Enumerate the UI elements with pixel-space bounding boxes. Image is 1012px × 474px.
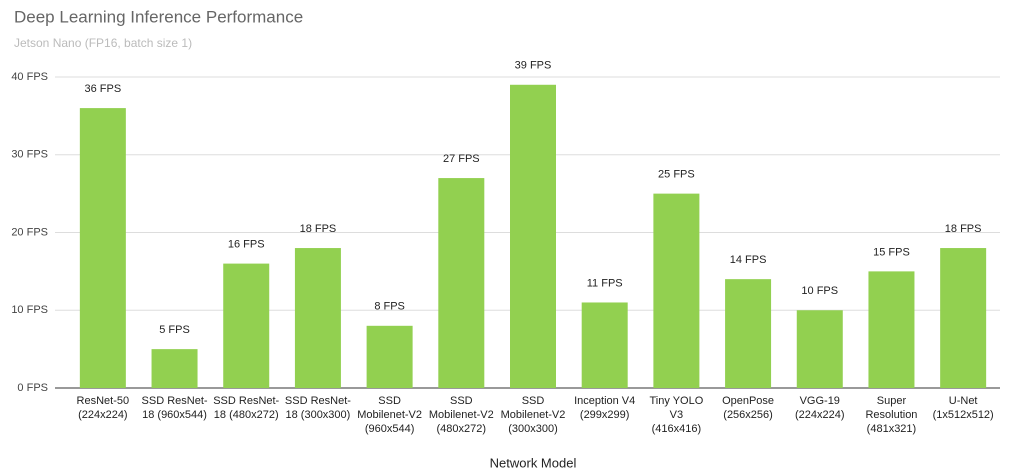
value-label: 39 FPS: [515, 60, 552, 72]
value-label: 18 FPS: [945, 223, 982, 235]
x-tick-label: Tiny YOLO V3 (416x416): [649, 395, 704, 435]
value-label: 15 FPS: [873, 246, 910, 258]
x-tick-label: Super Resolution (481x321): [865, 395, 918, 435]
x-tick-label: ResNet-50 (224x224): [76, 395, 130, 421]
x-axis-label: Network Model: [490, 455, 577, 470]
bar: [653, 193, 700, 388]
bar: [581, 302, 628, 388]
value-label: 10 FPS: [801, 285, 838, 297]
y-tick-label: 0 FPS: [17, 382, 48, 394]
bar: [438, 178, 485, 388]
bar: [940, 248, 987, 388]
x-tick-label: SSD ResNet- 18 (300x300): [284, 395, 351, 421]
y-tick-label: 10 FPS: [11, 304, 48, 316]
value-label: 16 FPS: [228, 239, 265, 251]
y-tick-label: 30 FPS: [11, 149, 48, 161]
value-label: 11 FPS: [587, 277, 623, 289]
value-label: 25 FPS: [658, 169, 695, 181]
x-tick-label: SSD Mobilenet-V2 (300x300): [500, 395, 566, 435]
x-tick-label: SSD ResNet- 18 (960x544): [141, 395, 208, 421]
x-tick-label: SSD Mobilenet-V2 (960x544): [357, 395, 423, 435]
bar: [79, 108, 126, 388]
bar: [294, 248, 341, 388]
bar: [725, 279, 772, 388]
bar: [223, 263, 270, 388]
bar: [510, 84, 556, 389]
bar: [868, 271, 915, 388]
value-label: 14 FPS: [730, 254, 767, 266]
x-tick-label: SSD Mobilenet-V2 (480x272): [428, 395, 494, 435]
chart-subtitle: Jetson Nano (FP16, batch size 1): [14, 36, 192, 50]
value-label: 27 FPS: [443, 153, 480, 165]
bar: [796, 310, 843, 388]
value-label: 8 FPS: [374, 301, 405, 313]
x-tick-label: Inception V4 (299x299): [574, 395, 636, 421]
x-tick-label: OpenPose (256x256): [722, 395, 775, 421]
value-label: 36 FPS: [85, 83, 122, 95]
y-tick-label: 40 FPS: [11, 71, 48, 83]
value-label: 18 FPS: [300, 223, 337, 235]
chart-title: Deep Learning Inference Performance: [14, 7, 303, 26]
x-tick-label: SSD ResNet- 18 (480x272): [213, 395, 280, 421]
bar: [366, 325, 413, 388]
value-label: 5 FPS: [159, 324, 190, 336]
x-tick-label: U-Net (1x512x512): [932, 395, 994, 421]
bar: [151, 349, 198, 388]
y-tick-label: 20 FPS: [11, 226, 48, 238]
x-tick-label: VGG-19 (224x224): [794, 395, 845, 421]
